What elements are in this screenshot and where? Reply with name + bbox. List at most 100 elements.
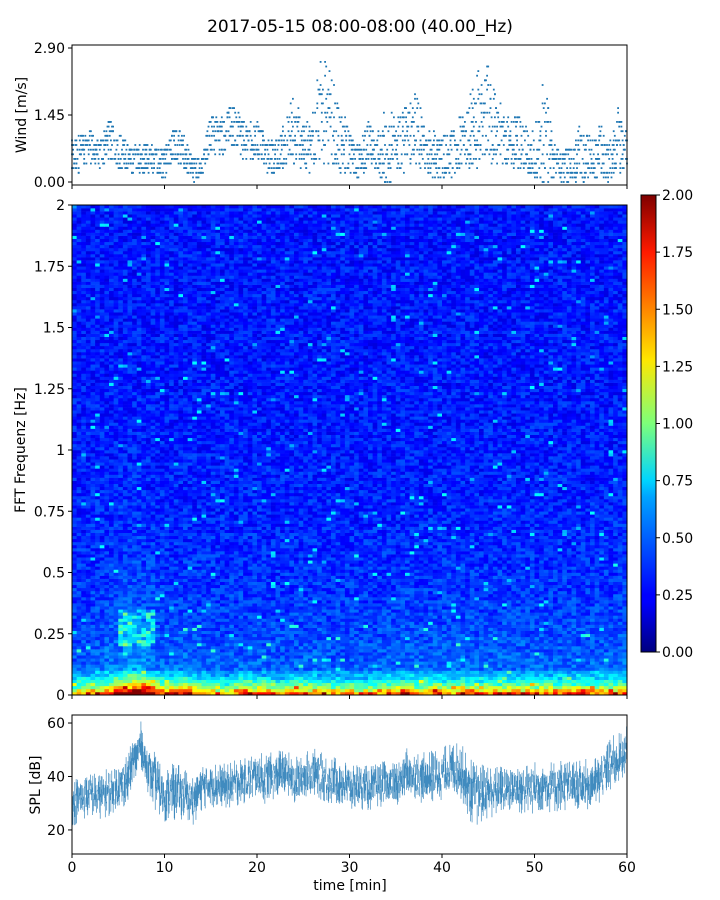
spectrogram-cell	[349, 618, 355, 622]
spectrogram-cell	[511, 624, 517, 628]
spectrogram-cell	[479, 682, 485, 687]
spectrogram-cell	[136, 658, 142, 662]
wind-point	[92, 148, 94, 151]
spectrogram-cell	[210, 685, 216, 690]
wind-point	[565, 148, 567, 151]
spectrogram-cell	[502, 664, 508, 668]
wind-point	[237, 111, 240, 114]
spectrogram-cell	[266, 633, 272, 638]
spectrogram-cell	[386, 652, 392, 656]
spectrogram-cell	[104, 618, 110, 622]
spectrogram-cell	[460, 664, 466, 668]
spectrogram-cell	[164, 639, 170, 644]
spectrogram-cell	[261, 646, 267, 650]
wind-point	[134, 144, 137, 146]
wind-point	[509, 139, 512, 142]
spectrogram-cell	[127, 649, 133, 653]
spectrogram-cell	[192, 661, 198, 665]
spectrogram-cell	[141, 630, 147, 635]
spectrogram-cell	[363, 636, 369, 641]
spectrogram-cell	[76, 652, 82, 656]
wind-point	[148, 148, 151, 151]
wind-point	[102, 139, 104, 142]
spectrogram-cell	[141, 667, 147, 671]
wind-point	[364, 134, 366, 137]
spectrogram-cell	[455, 658, 462, 662]
wind-point	[177, 153, 180, 156]
spectrogram-cell	[423, 688, 429, 693]
spectrogram-cell	[603, 667, 610, 671]
spectrogram-cell	[516, 630, 522, 635]
spectrogram-cell	[99, 682, 105, 687]
spectrogram-cell	[178, 639, 184, 644]
spectrogram-cell	[432, 646, 438, 650]
spectrogram-cell	[196, 676, 203, 680]
wind-point	[496, 111, 498, 114]
wind-point	[147, 162, 150, 165]
spectrogram-cell	[437, 618, 443, 622]
spectrogram-cell	[150, 627, 156, 631]
wind-point	[364, 130, 366, 133]
spectrogram-cell	[617, 642, 623, 647]
spectrogram-cell	[400, 646, 406, 650]
spectrogram-cell	[539, 658, 545, 662]
spectrogram-cell	[303, 630, 309, 635]
spectrogram-cell	[85, 664, 92, 668]
spectrogram-cell	[590, 658, 596, 662]
wind-point	[383, 171, 385, 174]
spectrogram-cell	[349, 652, 355, 656]
wind-point	[475, 121, 477, 123]
spectrogram-cell	[590, 667, 596, 671]
spectrogram-cell	[590, 618, 596, 622]
spectrogram-cell	[608, 691, 614, 696]
wind-point	[107, 158, 110, 160]
wind-point	[559, 171, 562, 174]
spectrogram-cell	[506, 685, 512, 690]
spectrogram-cell	[580, 636, 586, 641]
spectrogram-cell	[146, 670, 152, 674]
spectrogram-cell	[492, 627, 499, 631]
spectrogram-cell	[280, 676, 286, 680]
wind-point	[593, 176, 596, 179]
wind-point	[601, 144, 604, 146]
spectrogram-cell	[516, 621, 522, 625]
spectrogram-cell	[590, 627, 596, 631]
wind-point	[498, 144, 501, 146]
wind-point	[435, 158, 437, 160]
spectrogram-cell	[460, 633, 466, 638]
wind-point	[316, 79, 319, 82]
wind-point	[334, 153, 336, 156]
spectrogram-cell	[192, 667, 198, 671]
wind-point	[530, 158, 533, 160]
wind-point	[611, 144, 614, 146]
spectrogram-cell	[233, 618, 240, 622]
spectrogram-cell	[215, 649, 221, 653]
wind-point	[353, 144, 355, 146]
wind-point	[600, 144, 603, 146]
spectrogram-cell	[192, 658, 198, 662]
spectrogram-cell	[104, 691, 110, 696]
spectrogram-cell	[622, 685, 628, 690]
spectrogram-cell	[81, 679, 87, 684]
wind-point	[525, 125, 527, 128]
spectrogram-cell	[497, 655, 503, 659]
spectrogram-cell	[511, 633, 517, 638]
wind-point	[405, 121, 407, 123]
wind-point	[430, 153, 433, 156]
wind-point	[343, 144, 345, 146]
spectrogram-cell	[395, 661, 401, 665]
wind-point	[354, 148, 356, 151]
spectrogram-cell	[363, 673, 369, 677]
spectrogram-cell	[483, 627, 489, 631]
spectrogram-cell	[372, 630, 378, 635]
spectrogram-cell	[460, 673, 466, 677]
spectrogram-cell	[442, 642, 448, 647]
spectrogram-cell	[252, 691, 258, 696]
spectrogram-cell	[349, 655, 355, 659]
wind-point	[182, 153, 184, 156]
spectrogram-cell	[391, 624, 397, 628]
wind-point	[177, 162, 180, 165]
spectrogram-cell	[455, 673, 462, 677]
spectrogram-cell	[164, 670, 170, 674]
spectrogram-cell	[423, 670, 429, 674]
